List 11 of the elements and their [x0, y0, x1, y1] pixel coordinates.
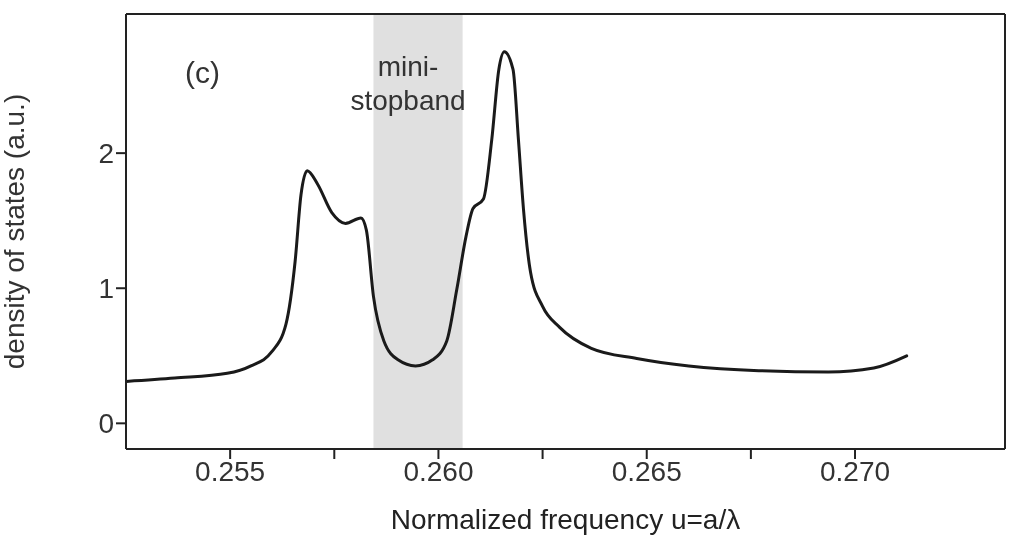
x-tick-label: 0.260	[403, 455, 474, 487]
x-tick-label: 0.270	[819, 455, 891, 487]
x-tick-label: 0.265	[611, 455, 682, 487]
annotation: (c)	[185, 56, 220, 90]
y-tick-label: 1	[98, 273, 114, 305]
y-axis-title: density of states (a.u.)	[0, 93, 30, 370]
y-tick-label: 0	[98, 408, 114, 440]
band-label: mini- stopband	[350, 51, 466, 116]
y-tick-label: 2	[98, 138, 114, 170]
x-axis-title: Normalized frequency u=a/λ	[390, 504, 741, 535]
x-tick-label: 0.255	[195, 455, 266, 487]
